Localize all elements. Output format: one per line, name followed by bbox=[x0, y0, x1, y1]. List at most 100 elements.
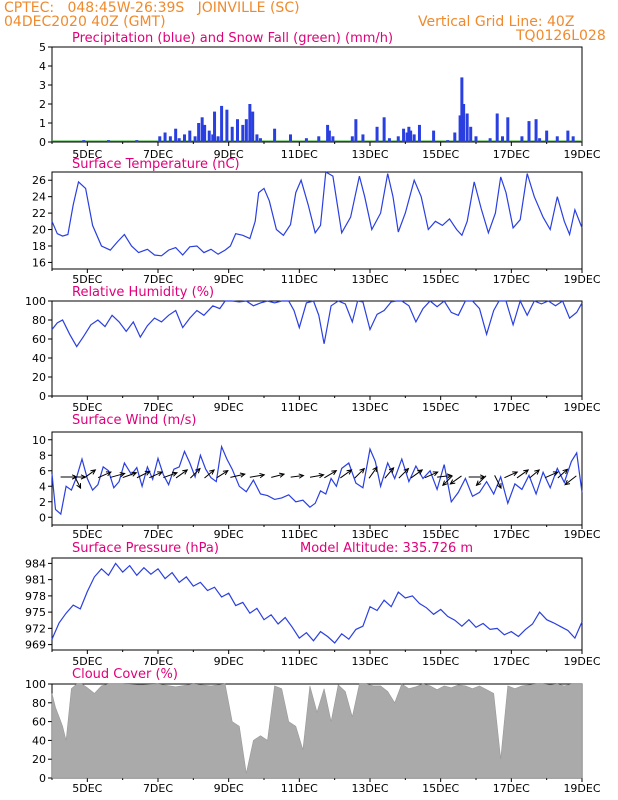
x-tick-label: 7DEC bbox=[143, 655, 173, 668]
wind-arrow-head bbox=[388, 466, 395, 473]
precip-bar bbox=[258, 138, 262, 142]
x-tick-label: 15DEC bbox=[422, 273, 459, 286]
precip-bar bbox=[168, 136, 172, 142]
precip-bar bbox=[211, 134, 215, 142]
wind-arrow-head bbox=[449, 479, 456, 485]
precip-bar bbox=[465, 113, 469, 142]
y-tick-label: 80 bbox=[32, 314, 46, 327]
precip-bar bbox=[571, 136, 575, 142]
wind-arrow-head bbox=[475, 480, 482, 487]
precip-bar bbox=[405, 132, 409, 142]
x-tick-label: 13DEC bbox=[351, 782, 388, 795]
y-tick-label: 981 bbox=[25, 574, 46, 587]
wind-arrow-shaft bbox=[190, 468, 201, 479]
x-tick-label: 7DEC bbox=[143, 401, 173, 414]
wind-arrow-head bbox=[552, 471, 559, 477]
wind-arrow-head bbox=[346, 469, 353, 475]
x-tick-label: 7DEC bbox=[143, 782, 173, 795]
precip-bar bbox=[412, 134, 416, 142]
y-tick-label: 4 bbox=[39, 480, 46, 493]
precip-bar bbox=[317, 136, 321, 142]
y-tick-label: 0 bbox=[39, 511, 46, 524]
precip-bar bbox=[488, 138, 492, 142]
y-tick-label: 40 bbox=[32, 352, 46, 365]
x-tick-label: 9DEC bbox=[214, 528, 244, 541]
panel-title: Precipitation (blue) and Snow Fall (gree… bbox=[72, 31, 393, 46]
precip-bar bbox=[460, 77, 464, 142]
wind-arrow-shaft bbox=[309, 474, 324, 478]
wind-arrow-shaft bbox=[544, 471, 559, 479]
x-tick-label: 15DEC bbox=[422, 528, 459, 541]
wind-arrow-head bbox=[144, 470, 151, 476]
y-tick-label: 2 bbox=[39, 496, 46, 509]
wind-arrow-shaft bbox=[494, 475, 502, 489]
wind-arrow-head bbox=[564, 479, 571, 486]
x-tick-label: 13DEC bbox=[351, 273, 388, 286]
wind-arrow-head bbox=[298, 473, 305, 479]
x-tick-label: 13DEC bbox=[351, 655, 388, 668]
precip-bar bbox=[241, 124, 245, 142]
y-tick-label: 20 bbox=[32, 753, 46, 766]
precip-bar bbox=[255, 134, 259, 142]
panel-title: Relative Humidity (%) bbox=[72, 285, 214, 300]
precip-bar bbox=[506, 117, 510, 142]
header-grid-note: Vertical Grid Line: 40Z bbox=[418, 14, 575, 30]
wind-arrow-head bbox=[131, 471, 138, 477]
precip-bar bbox=[225, 109, 229, 142]
x-tick-label: 11DEC bbox=[281, 273, 318, 286]
y-tick-label: 20 bbox=[32, 371, 46, 384]
y-tick-label: 60 bbox=[32, 333, 46, 346]
wind-arrow-head bbox=[90, 469, 97, 475]
wind-arrow-shaft bbox=[504, 471, 518, 479]
wind-arrow-shaft bbox=[73, 475, 82, 489]
precip-bar bbox=[289, 134, 292, 142]
wind-arrow-shaft bbox=[163, 472, 178, 479]
precip-bar bbox=[251, 111, 255, 142]
x-tick-label: 5DEC bbox=[72, 655, 102, 668]
x-tick-label: 7DEC bbox=[143, 273, 173, 286]
wind-arrow-head bbox=[259, 472, 266, 479]
precip-bar bbox=[538, 138, 542, 142]
x-tick-label: 13DEC bbox=[351, 528, 388, 541]
precip-bar bbox=[534, 119, 538, 142]
wind-arrow-shaft bbox=[249, 474, 265, 478]
panel-2: 26 24 22 20 18 16 5DEC 7DEC 9DEC 11DEC 13DEC 15DEC 1… bbox=[32, 157, 601, 286]
x-tick-label: 5DEC bbox=[72, 148, 102, 161]
panel-5: 984 981 978 975 972 969 5DEC 7DEC 9DEC 11DEC 13DEC… bbox=[25, 541, 601, 668]
wind-arrow-head bbox=[496, 483, 502, 490]
x-tick-label: 9DEC bbox=[214, 655, 244, 668]
wind-arrow-head bbox=[432, 471, 439, 477]
wind-arrow-shaft bbox=[110, 472, 125, 478]
y-tick-label: 978 bbox=[25, 590, 46, 603]
panel-3: 100 80 60 40 20 0 5DEC 7DEC 9DEC 11DEC 13DEC 15DEC 1… bbox=[25, 285, 601, 414]
x-tick-label: 5DEC bbox=[72, 782, 102, 795]
wind-arrow-shaft bbox=[216, 470, 229, 479]
x-tick-label: 19DEC bbox=[563, 528, 600, 541]
wind-arrow-head bbox=[209, 469, 215, 475]
wind-arrow-shaft bbox=[410, 469, 423, 479]
wind-arrow-shaft bbox=[384, 467, 394, 479]
y-tick-label: 972 bbox=[25, 622, 46, 635]
y-tick-label: 60 bbox=[32, 716, 46, 729]
precip-bar bbox=[375, 126, 379, 142]
precip-bar bbox=[207, 130, 211, 142]
x-tick-label: 19DEC bbox=[563, 273, 600, 286]
x-tick-label: 15DEC bbox=[422, 782, 459, 795]
panel-1: 5 4 3 2 1 0 5DEC 7DEC 9DEC 11DEC 13DEC 15DEC 17DEC 19… bbox=[39, 31, 601, 161]
precip-bar bbox=[520, 136, 524, 142]
y-tick-label: 6 bbox=[39, 465, 46, 478]
x-tick-label: 17DEC bbox=[493, 401, 530, 414]
header-model-code: TQ0126L028 bbox=[516, 28, 606, 44]
precip-bar bbox=[501, 136, 504, 142]
y-tick-label: 975 bbox=[25, 606, 46, 619]
wind-arrow-shaft bbox=[97, 471, 112, 479]
wind-arrow-head bbox=[523, 469, 530, 475]
y-tick-label: 10 bbox=[32, 434, 46, 447]
wind-arrow-shaft bbox=[290, 475, 304, 478]
wind-arrow-shaft bbox=[442, 475, 453, 486]
y-tick-label: 3 bbox=[39, 79, 46, 92]
x-tick-label: 5DEC bbox=[72, 273, 102, 286]
x-tick-label: 9DEC bbox=[214, 273, 244, 286]
wind-arrow-head bbox=[195, 467, 201, 474]
precip-bar bbox=[396, 136, 400, 142]
